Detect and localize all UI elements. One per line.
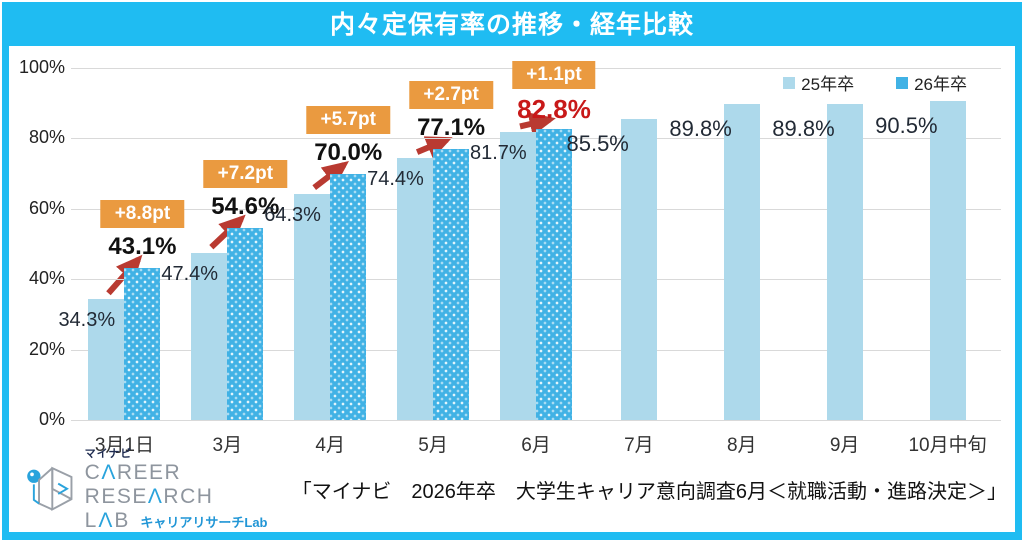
value-label-26sotsu: 82.8%	[517, 93, 591, 124]
x-axis-label-10月中旬: 10月中旬	[908, 435, 987, 456]
value-label-25sotsu: 34.3%	[58, 309, 116, 332]
y-axis-tick: 100%	[18, 57, 65, 77]
bar-26sotsu-3月	[227, 227, 264, 420]
x-axis-label-8月: 8月	[726, 435, 757, 456]
chart-title: 内々定保有率の推移・経年比較	[329, 11, 694, 39]
diff-badge: +2.7pt	[409, 80, 493, 109]
x-axis-label-5月: 5月	[418, 435, 448, 456]
gridline-0%	[71, 420, 1001, 421]
y-axis-tick: 60%	[28, 197, 65, 218]
logo-mark-icon	[27, 466, 73, 512]
legend-label: 26年卒	[914, 75, 967, 94]
bar-25sotsu-7月	[620, 119, 657, 420]
y-axis-tick: 20%	[28, 338, 65, 359]
logo-brand-main: CΛREER RESEΛRCH	[84, 461, 214, 509]
legend-swatch-icon	[783, 76, 796, 89]
bar-25sotsu-8月	[723, 103, 760, 420]
value-label-25sotsu: 81.7%	[470, 142, 527, 165]
y-axis-tick: 40%	[28, 268, 65, 289]
bar-25sotsu-4月	[294, 193, 331, 420]
bar-25sotsu-9月	[826, 103, 863, 420]
diff-badge: +7.2pt	[203, 159, 288, 188]
footer: マイナビ CΛREER RESEΛRCH LΛB キャリアリサーチLab 「マイ…	[25, 448, 1007, 532]
legend: 25年卒 26年卒	[783, 70, 967, 95]
value-label-26sotsu: 43.1%	[108, 233, 177, 261]
legend-item-26年卒: 26年卒	[896, 70, 967, 95]
bar-26sotsu-5月	[433, 148, 470, 420]
chart-panel: 25年卒 26年卒 0% 20% 40% 60% 80% 100% 34.3% 43.1% +8.…	[9, 46, 1015, 532]
value-label-25sotsu: 74.4%	[367, 168, 424, 191]
value-label-25sotsu: 89.8%	[669, 115, 732, 141]
bar-25sotsu-6月	[500, 132, 536, 420]
x-axis-label-3月1日: 3月1日	[94, 435, 154, 456]
y-axis-tick: 0%	[38, 409, 65, 429]
value-label-25sotsu: 85.5%	[566, 131, 629, 157]
y-axis-tick: 80%	[28, 127, 65, 148]
x-axis-label-6月: 6月	[521, 435, 551, 456]
logo-brand-sub: LΛB	[84, 509, 131, 533]
bar-25sotsu-3月	[191, 253, 228, 420]
bar-25sotsu-5月	[397, 158, 434, 420]
value-label-26sotsu: 77.1%	[417, 113, 486, 141]
legend-item-25年卒: 25年卒	[783, 70, 854, 95]
value-label-25sotsu: 47.4%	[161, 263, 219, 286]
bar-chart: 25年卒 26年卒 0% 20% 40% 60% 80% 100% 34.3% 43.1% +8.…	[9, 46, 1015, 458]
x-axis-label-4月: 4月	[315, 435, 345, 456]
x-axis-label-7月: 7月	[624, 435, 654, 456]
value-label-26sotsu: 70.0%	[314, 138, 383, 166]
logo-text: マイナビ CΛREER RESEΛRCH LΛB キャリアリサーチLab	[85, 448, 292, 533]
bar-26sotsu-3月1日	[124, 268, 161, 420]
source-citation: 「マイナビ 2026年卒 大学生キャリア意向調査6月＜就職活動・進路決定＞」	[291, 480, 1007, 503]
value-label-25sotsu: 64.3%	[264, 203, 321, 226]
bar-25sotsu-10月中旬	[929, 101, 966, 420]
logo-brand-small: マイナビ	[84, 448, 133, 461]
career-research-lab-logo: マイナビ CΛREER RESEΛRCH LΛB キャリアリサーチLab	[25, 448, 292, 533]
x-axis-label-3月: 3月	[212, 435, 243, 456]
legend-label: 25年卒	[801, 75, 855, 94]
bar-25sotsu-3月1日	[88, 299, 125, 420]
legend-swatch-icon	[896, 76, 909, 89]
logo-brand-jp: キャリアリサーチLab	[140, 515, 268, 531]
value-label-26sotsu: 54.6%	[211, 192, 280, 220]
x-axis-label-9月: 9月	[829, 435, 860, 456]
diff-badge: +5.7pt	[306, 105, 390, 134]
diff-badge: +1.1pt	[512, 60, 596, 89]
value-label-25sotsu: 89.8%	[772, 115, 835, 141]
bar-26sotsu-6月	[536, 128, 572, 420]
value-label-25sotsu: 90.5%	[875, 113, 938, 139]
diff-badge: +8.8pt	[100, 200, 185, 229]
bar-26sotsu-4月	[330, 173, 367, 420]
